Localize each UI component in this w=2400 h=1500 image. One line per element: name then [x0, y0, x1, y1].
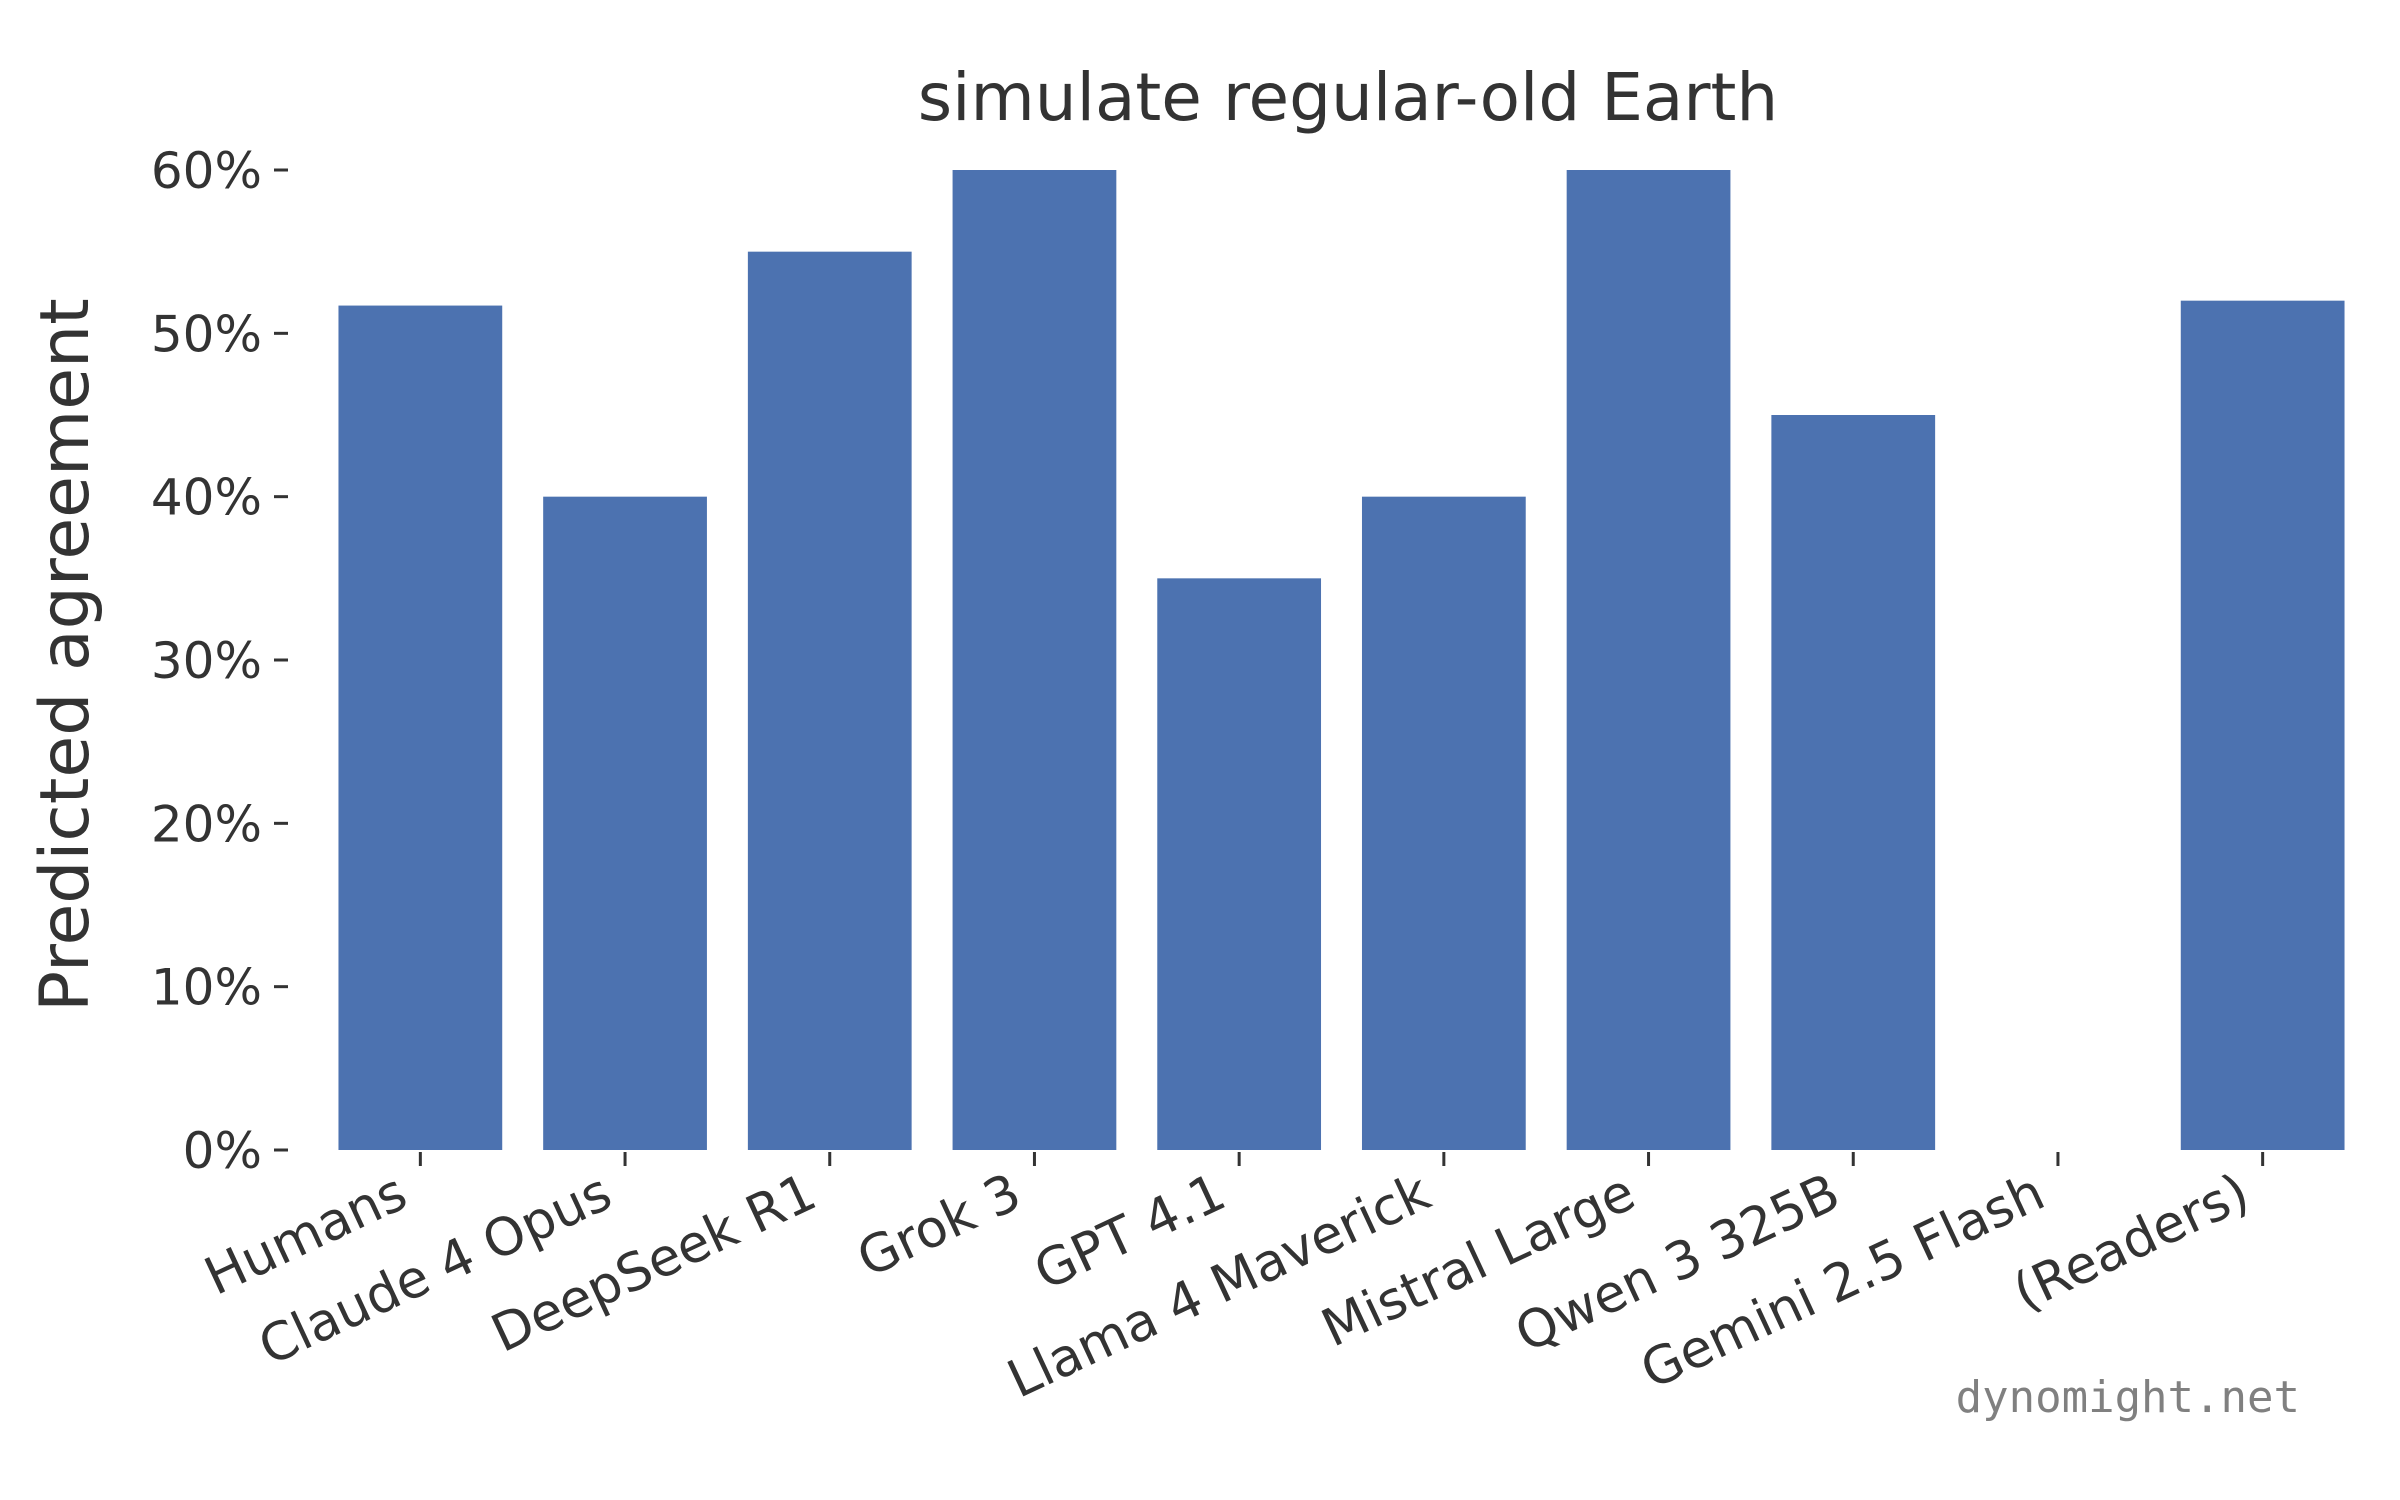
y-tick-label: 20%	[151, 795, 262, 853]
x-category-label: Claude 4 Opus	[250, 1162, 620, 1377]
bar	[952, 170, 1117, 1150]
watermark-label: dynomight.net	[1956, 1372, 2300, 1423]
bar	[1157, 578, 1322, 1150]
bar	[543, 496, 707, 1151]
bar	[2180, 300, 2345, 1151]
y-axis: 0% 10% 20% 30% 40% 50% 60%	[151, 142, 288, 1180]
x-category-label: (Readers)	[2005, 1162, 2258, 1323]
bars	[338, 170, 2345, 1151]
chart-title: simulate regular-old Earth	[918, 59, 1778, 136]
y-tick-label: 0%	[183, 1122, 262, 1180]
x-category-label: Grok 3	[849, 1162, 1030, 1289]
y-tick-label: 30%	[151, 632, 262, 690]
bar	[1771, 415, 1936, 1150]
y-tick-label: 40%	[151, 469, 262, 527]
bar	[338, 305, 503, 1151]
bar	[1566, 170, 1731, 1150]
y-tick-label: 10%	[151, 959, 262, 1017]
y-tick-label: 60%	[151, 142, 262, 200]
bar	[747, 251, 912, 1150]
bar	[1361, 496, 1526, 1151]
y-axis-label: Predicted agreement	[26, 298, 105, 1012]
y-tick-label: 50%	[151, 305, 262, 363]
